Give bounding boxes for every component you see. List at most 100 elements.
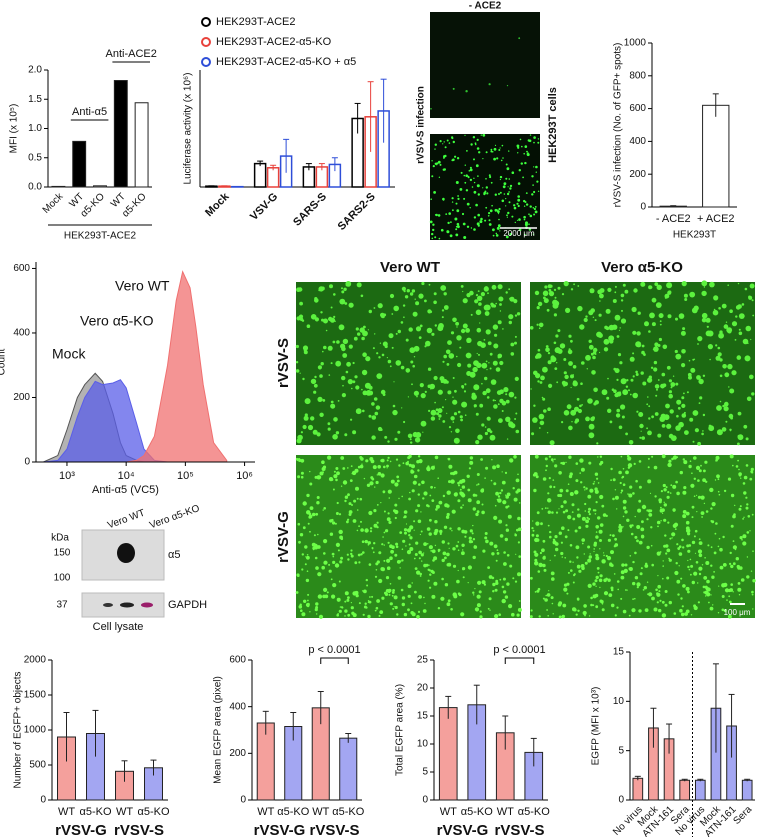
cell (419, 383, 424, 388)
cell (502, 577, 506, 581)
cell (428, 569, 431, 572)
cell (614, 543, 619, 547)
cell (443, 292, 447, 296)
cell (622, 526, 624, 528)
cell (378, 614, 381, 617)
cell (629, 526, 632, 529)
cell (389, 583, 392, 585)
cell (405, 338, 409, 342)
blot-marker: 150 (54, 548, 71, 559)
cell (486, 396, 490, 399)
side-label: HEK293T cells (547, 87, 559, 163)
cell (393, 595, 398, 600)
cell (476, 484, 478, 486)
cell (346, 598, 350, 602)
cell (367, 544, 370, 546)
cell (484, 376, 488, 381)
y-tick-label: 2000 (24, 655, 47, 666)
cell (468, 539, 473, 544)
cell (413, 390, 419, 396)
cell (482, 187, 484, 189)
cell (473, 216, 477, 219)
cell (659, 508, 664, 513)
cell (495, 367, 501, 372)
cell (372, 465, 377, 470)
cell (551, 356, 557, 362)
cell (441, 309, 445, 312)
cell (622, 468, 625, 470)
cell (421, 281, 425, 286)
cell (369, 527, 373, 530)
cell (439, 529, 443, 534)
cell (461, 551, 465, 556)
cell (641, 504, 647, 510)
cell (706, 579, 710, 584)
cell (395, 458, 399, 461)
cell (580, 564, 585, 568)
cell (579, 458, 584, 463)
cell (460, 612, 465, 617)
cell (630, 378, 634, 382)
cell (649, 286, 653, 289)
cell (575, 462, 579, 465)
cell (333, 315, 336, 318)
cell (368, 309, 372, 314)
cell (488, 362, 490, 364)
cell (545, 469, 547, 472)
cell (675, 480, 678, 484)
cell (542, 563, 546, 568)
cell (418, 557, 421, 560)
cell (315, 602, 319, 606)
cell (579, 324, 585, 330)
cell (304, 413, 308, 417)
cell (394, 503, 398, 507)
cell (469, 168, 473, 172)
cell (452, 396, 454, 398)
cell (330, 362, 333, 365)
cell (709, 606, 714, 611)
cell (446, 230, 450, 234)
bar (702, 104, 730, 208)
cell (658, 337, 663, 342)
cell (463, 174, 466, 177)
cell (595, 525, 599, 529)
cell (700, 495, 705, 500)
cell (535, 171, 537, 173)
cell (362, 551, 365, 554)
cell (429, 494, 432, 497)
group-label: HEK293T-ACE2 (64, 231, 137, 242)
cell (616, 335, 620, 338)
cell (655, 588, 658, 592)
cell (664, 590, 668, 593)
cell (322, 594, 326, 599)
cell (389, 556, 393, 560)
cell (518, 218, 521, 221)
cell (473, 177, 475, 179)
cell (520, 162, 523, 165)
cell (391, 545, 395, 549)
cell (592, 582, 596, 586)
cell (629, 555, 632, 557)
cell (517, 198, 521, 202)
cell (580, 382, 583, 386)
y-tick-label: 800 (629, 70, 646, 81)
cell (376, 373, 383, 379)
cell (372, 347, 375, 350)
cell (549, 530, 552, 534)
x-tick-label: Sera (731, 804, 754, 827)
cell (384, 344, 388, 349)
cell (547, 360, 552, 365)
cell (533, 190, 536, 194)
cell (428, 283, 431, 286)
cell (517, 527, 522, 532)
cell (452, 317, 457, 323)
cell (401, 286, 406, 291)
cell (397, 430, 401, 434)
cell (534, 591, 537, 593)
cell (677, 401, 679, 403)
cell (388, 333, 394, 339)
cell (540, 375, 545, 381)
cell (563, 381, 568, 387)
cell (534, 561, 539, 566)
cell (412, 364, 416, 368)
